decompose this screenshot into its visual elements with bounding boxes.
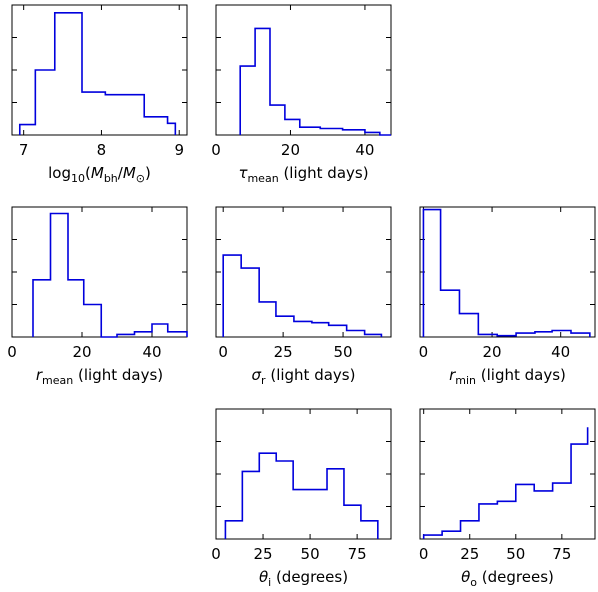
x-axis-label: θi (degrees) <box>259 568 348 589</box>
plot-frame <box>419 206 596 338</box>
histogram-series <box>32 212 188 338</box>
histogram-series <box>224 452 379 539</box>
panel-rmin: 0 20 40 rmin (light days) <box>419 206 596 387</box>
x-tick-label: 20 <box>483 343 502 361</box>
x-axis-label: τmean (light days) <box>238 164 368 185</box>
x-tick-label: 20 <box>281 141 300 159</box>
histogram-series <box>422 427 589 539</box>
histogram-series <box>239 27 391 136</box>
x-tick-label: 0 <box>218 343 228 361</box>
x-tick-label: 50 <box>334 343 353 361</box>
panel-thetao: 0 25 50 75 θo (degrees) <box>419 408 596 589</box>
x-tick-label: 0 <box>419 545 429 563</box>
x-axis-label: rmin (light days) <box>449 366 566 387</box>
panel-sigma: 0 25 50 σr (light days) <box>215 206 392 387</box>
panel-mbh: 7 8 9 log10(Mbh/M⊙) <box>11 4 188 185</box>
histogram-series <box>222 254 383 337</box>
x-tick-label: 25 <box>274 343 293 361</box>
x-tick-label: 50 <box>301 545 320 563</box>
x-tick-label: 0 <box>7 343 17 361</box>
x-axis-label: log10(Mbh/M⊙) <box>48 164 151 185</box>
x-axis-label: rmean (light days) <box>36 366 163 387</box>
x-tick-label: 25 <box>460 545 479 563</box>
x-tick-label: 40 <box>142 343 161 361</box>
x-tick-label: 0 <box>419 343 429 361</box>
x-tick-label: 20 <box>72 343 91 361</box>
histogram-series <box>422 208 591 337</box>
x-tick-label: 40 <box>355 141 374 159</box>
x-axis-label: θo (degrees) <box>461 568 554 589</box>
x-tick-label: 75 <box>348 545 367 563</box>
histogram-series <box>18 12 177 135</box>
x-tick-label: 75 <box>552 545 571 563</box>
x-tick-label: 40 <box>551 343 570 361</box>
x-tick-label: 0 <box>211 141 221 159</box>
x-tick-label: 25 <box>253 545 272 563</box>
x-tick-label: 7 <box>19 141 29 159</box>
panel-rmean: 0 20 40 rmean (light days) <box>7 206 188 387</box>
x-tick-label: 9 <box>174 141 184 159</box>
x-tick-label: 0 <box>211 545 221 563</box>
plot-frame <box>215 206 392 338</box>
x-tick-label: 50 <box>506 545 525 563</box>
x-tick-label: 8 <box>97 141 107 159</box>
plot-frame <box>419 408 596 540</box>
plot-frame <box>11 206 188 338</box>
panel-tau: 0 20 40 τmean (light days) <box>211 4 392 185</box>
x-axis-label: σr (light days) <box>252 366 356 387</box>
plot-frame <box>215 4 392 136</box>
